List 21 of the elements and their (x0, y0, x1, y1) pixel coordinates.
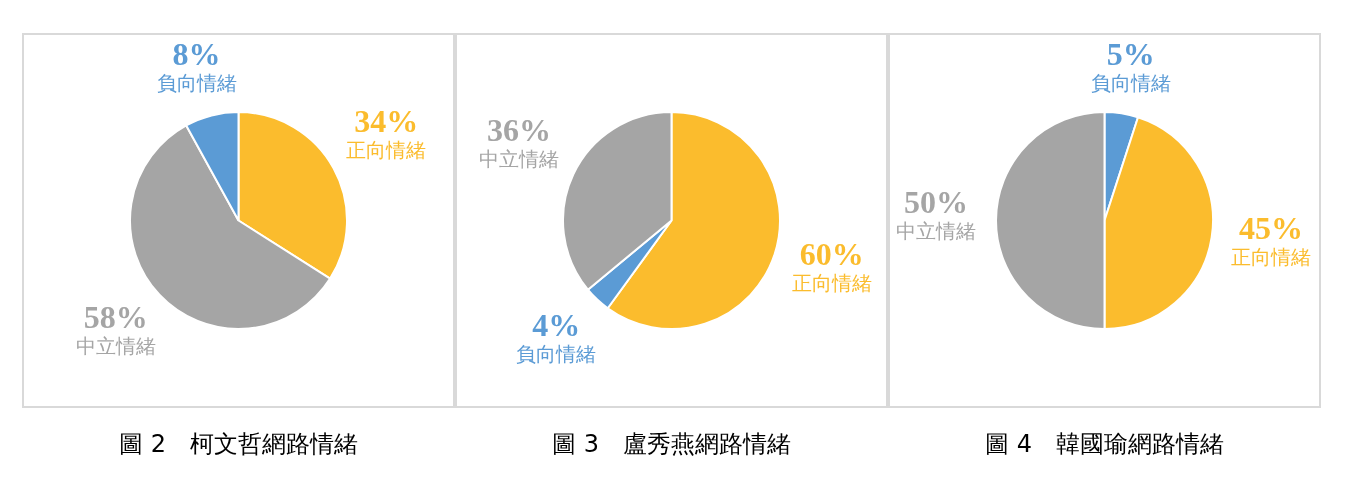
data-label: 8% (172, 36, 221, 73)
slice-label: 正向情緒 (791, 270, 872, 295)
data-label: 34% (354, 102, 419, 139)
data-label: 5% (1106, 36, 1155, 73)
slice-label: 中立情緒 (896, 218, 976, 243)
data-label: 58% (83, 299, 148, 336)
text: 圖 2 柯文哲網路情緒 (118, 429, 359, 460)
data-label: 45% (1238, 210, 1303, 247)
data-label: 4% (532, 306, 581, 343)
slice-label: 負向情緒 (516, 341, 597, 366)
slice-label: 負向情緒 (1090, 71, 1171, 96)
data-label: 50% (904, 183, 968, 220)
slice-label: 正向情緒 (1230, 245, 1311, 270)
data-label: 60% (799, 235, 864, 272)
slice-label: 中立情緒 (479, 146, 560, 171)
text: 圖 3 盧秀燕網路情緒 (551, 429, 792, 460)
slice-label: 正向情緒 (346, 137, 427, 162)
data-label: 36% (487, 112, 552, 149)
text: 圖 4 韓國瑜網路情緒 (984, 429, 1225, 460)
slice-label: 中立情緒 (75, 334, 156, 359)
slice-label: 負向情緒 (156, 71, 237, 96)
